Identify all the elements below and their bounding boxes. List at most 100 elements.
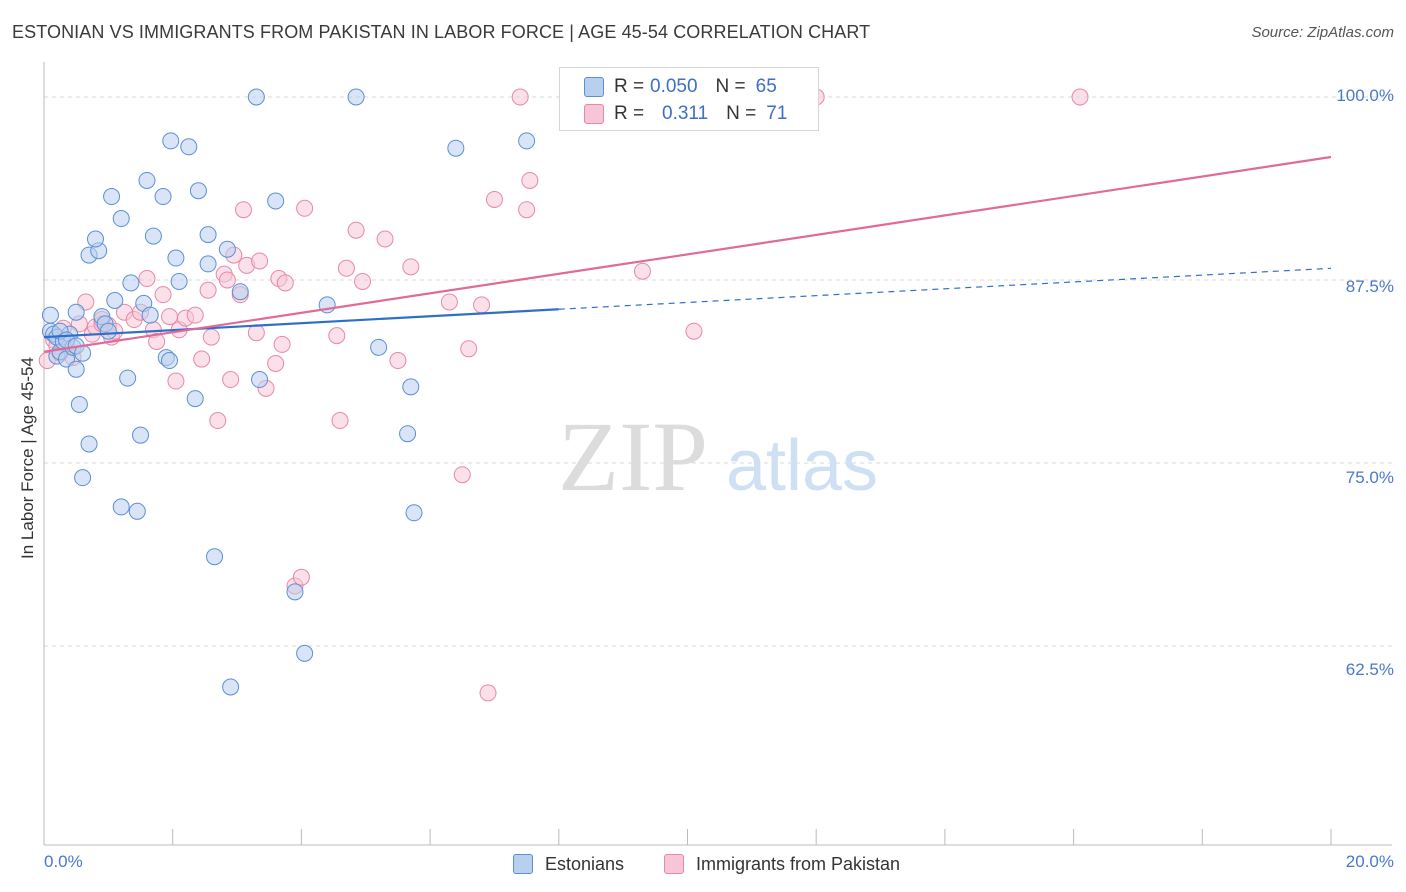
- pakistan-point: [1071, 88, 1089, 106]
- estonian-point: [189, 182, 207, 200]
- x-tick-label: 20.0%: [1345, 852, 1394, 871]
- pakistan-point: [234, 201, 252, 219]
- r-label: R =: [614, 76, 645, 97]
- trend-line-estonians: [43, 308, 559, 339]
- estonian-point: [119, 369, 137, 387]
- estonian-point: [206, 548, 224, 566]
- estonian-point: [247, 88, 265, 106]
- y-axis-label: In Labor Force | Age 45-54: [18, 357, 37, 559]
- estonian-point: [162, 132, 180, 150]
- estonian-point: [447, 139, 465, 157]
- estonian-point: [222, 678, 240, 696]
- pakistan-point: [460, 340, 478, 358]
- estonian-point: [106, 291, 124, 309]
- watermark-zip: ZIP: [558, 401, 708, 512]
- legend-label-pakistan: Immigrants from Pakistan: [696, 853, 901, 874]
- pakistan-point: [267, 354, 285, 372]
- pakistan-point: [273, 335, 291, 353]
- estonian-point: [86, 230, 104, 248]
- estonian-point: [267, 192, 285, 210]
- pakistan-point: [167, 372, 185, 390]
- pakistan-point: [479, 684, 497, 702]
- estonian-point: [128, 502, 146, 520]
- pakistan-point: [209, 412, 227, 430]
- estonian-point: [199, 226, 217, 244]
- r-value: 0.050: [650, 76, 698, 97]
- estonian-point: [112, 210, 130, 228]
- estonian-point: [167, 249, 185, 267]
- pakistan-point: [186, 306, 204, 324]
- pakistan-point: [218, 271, 236, 289]
- y-tick-label: 62.5%: [1345, 660, 1394, 679]
- estonian-point: [103, 188, 121, 206]
- estonian-point: [251, 371, 269, 389]
- pakistan-point: [685, 322, 703, 340]
- y-tick-label: 100.0%: [1336, 86, 1394, 105]
- x-tick-label: 0.0%: [44, 852, 83, 871]
- watermark-atlas: atlas: [726, 426, 878, 506]
- estonian-point: [160, 352, 178, 370]
- pakistan-point: [633, 262, 651, 280]
- axes: [43, 62, 1392, 846]
- n-label: N =: [715, 76, 746, 97]
- estonian-point: [518, 132, 536, 150]
- legend-row-estonians: R = 0.050 N = 65: [584, 75, 777, 99]
- estonian-point: [370, 338, 388, 356]
- estonian-point: [41, 306, 59, 324]
- pakistan-point: [160, 308, 178, 326]
- pakistan-point: [247, 324, 265, 342]
- estonian-point: [80, 435, 98, 453]
- estonian-point: [70, 395, 88, 413]
- pakistan-point: [473, 296, 491, 314]
- pakistan-point: [485, 190, 503, 208]
- stats-legend: R = 0.050 N = 65 R = 0.311 N = 71: [559, 67, 819, 131]
- estonians-swatch: [584, 77, 604, 97]
- estonian-point: [231, 283, 249, 301]
- estonian-point: [67, 303, 85, 321]
- pakistan-point: [276, 274, 294, 292]
- pakistan-point: [251, 252, 269, 270]
- estonian-point: [180, 138, 198, 156]
- estonian-point: [74, 469, 92, 487]
- n-value: 65: [755, 76, 777, 97]
- series-estonians-points: [41, 88, 536, 696]
- estonian-point: [405, 504, 423, 522]
- n-label: N =: [726, 103, 757, 124]
- pakistan-point: [453, 466, 471, 484]
- trend-line-pakistan: [43, 155, 1332, 353]
- pakistan-point: [518, 201, 536, 219]
- estonian-point: [218, 240, 236, 258]
- estonian-point: [67, 360, 85, 378]
- y-tick-label: 87.5%: [1345, 277, 1394, 296]
- legend-label-estonians: Estonians: [545, 853, 625, 874]
- estonian-point: [138, 171, 156, 189]
- estonians-swatch: [513, 854, 533, 874]
- pakistan-point: [354, 272, 372, 290]
- estonian-point: [141, 306, 159, 324]
- pakistan-point: [202, 328, 220, 346]
- estonian-point: [186, 390, 204, 408]
- estonian-point: [154, 188, 172, 206]
- r-label: R =: [614, 103, 645, 124]
- estonian-point: [402, 378, 420, 396]
- grid-lines: [44, 96, 1392, 647]
- pakistan-point: [328, 327, 346, 345]
- pakistan-point: [376, 230, 394, 248]
- pakistan-point: [521, 171, 539, 189]
- estonian-point: [132, 426, 150, 444]
- pakistan-point: [296, 199, 314, 217]
- source-credit: Source: ZipAtlas.com: [1251, 24, 1394, 41]
- trend-line-estonians-extrapolated: [558, 267, 1332, 310]
- legend-row-pakistan: R = 0.311 N = 71: [584, 102, 787, 126]
- pakistan-swatch: [664, 854, 684, 874]
- r-value: 0.311: [662, 103, 709, 124]
- pakistan-point: [347, 221, 365, 239]
- estonian-point: [112, 498, 130, 516]
- pakistan-point: [138, 270, 156, 288]
- pakistan-point: [222, 371, 240, 389]
- chart-title: ESTONIAN VS IMMIGRANTS FROM PAKISTAN IN …: [12, 22, 871, 42]
- estonian-point: [286, 583, 304, 601]
- pakistan-point: [154, 286, 172, 304]
- pakistan-point: [148, 332, 166, 350]
